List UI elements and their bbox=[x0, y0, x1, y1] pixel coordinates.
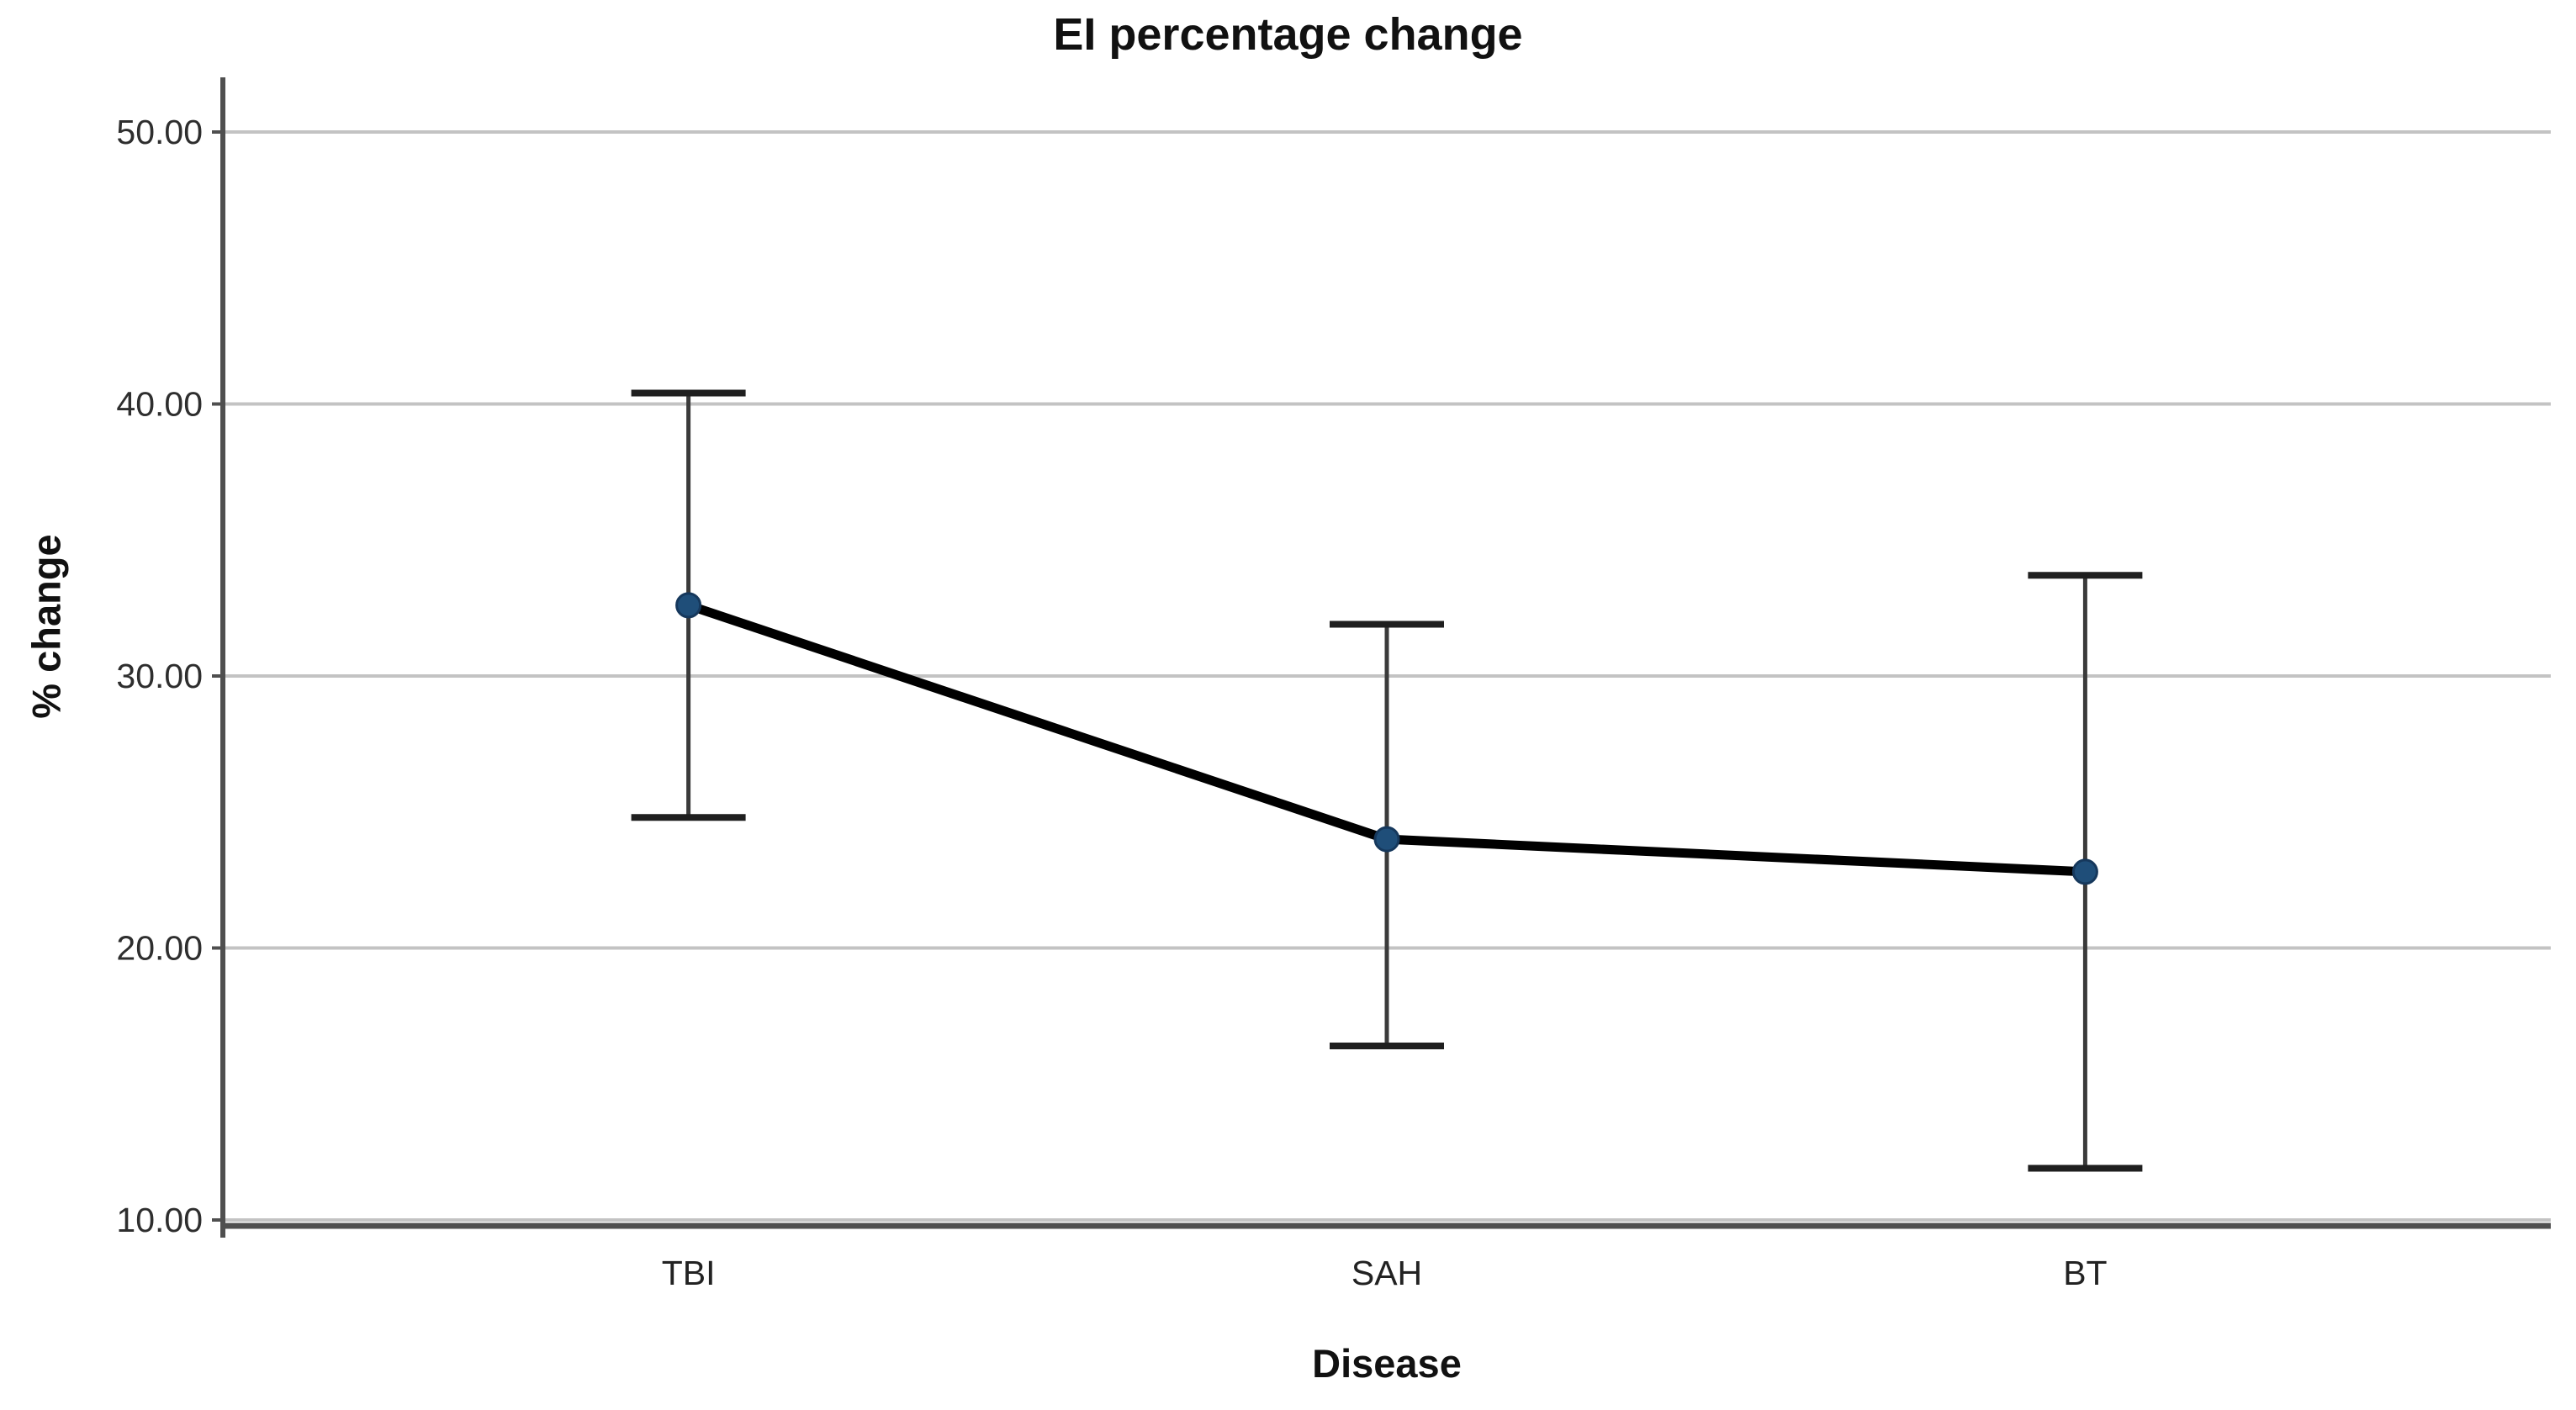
y-axis-label: % change bbox=[24, 534, 69, 719]
x-axis-label: Disease bbox=[1312, 1341, 1462, 1386]
y-tick-label-20: 20.00 bbox=[116, 929, 203, 968]
y-tick-label-10: 10.00 bbox=[116, 1201, 203, 1239]
data-point-BT bbox=[2071, 858, 2098, 885]
x-category-label-TBI: TBI bbox=[662, 1254, 716, 1292]
chart-title: EI percentage change bbox=[1053, 9, 1523, 60]
x-category-label-BT: BT bbox=[2063, 1254, 2107, 1292]
y-tick-label-40: 40.00 bbox=[116, 385, 203, 424]
data-point-TBI bbox=[675, 592, 702, 619]
y-tick-label-30: 30.00 bbox=[116, 657, 203, 695]
data-point-SAH bbox=[1373, 826, 1400, 853]
x-category-label-SAH: SAH bbox=[1351, 1254, 1422, 1292]
y-tick-label-50: 50.00 bbox=[116, 113, 203, 151]
